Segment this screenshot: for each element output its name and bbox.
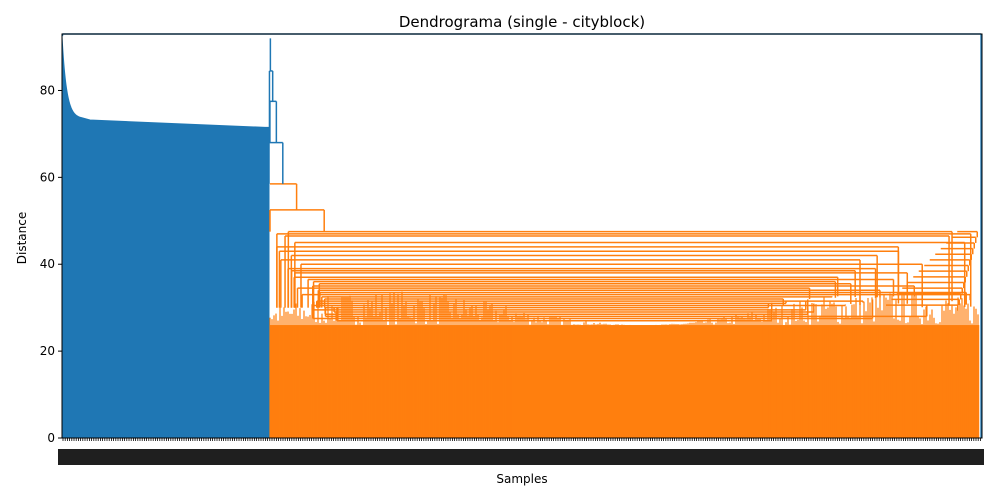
y-tick-label: 40 bbox=[40, 257, 55, 271]
y-tick-label: 80 bbox=[40, 83, 55, 97]
x-axis-label: Samples bbox=[496, 472, 547, 486]
y-tick-label: 20 bbox=[40, 344, 55, 358]
chart-title: Dendrograma (single - cityblock) bbox=[399, 13, 645, 31]
axes bbox=[61, 33, 983, 439]
x-axis-ticks bbox=[58, 438, 984, 465]
dendrogram-links bbox=[61, 33, 982, 439]
blue-cluster-leaves bbox=[61, 36, 270, 439]
x-tick-labels-overlapped bbox=[58, 449, 984, 465]
y-tick-label: 60 bbox=[40, 170, 55, 184]
y-axis-ticks: 0 20 40 60 80 bbox=[40, 83, 62, 445]
y-tick-label: 0 bbox=[47, 431, 55, 445]
plot-frame bbox=[61, 33, 983, 439]
y-axis-label: Distance bbox=[15, 212, 29, 264]
